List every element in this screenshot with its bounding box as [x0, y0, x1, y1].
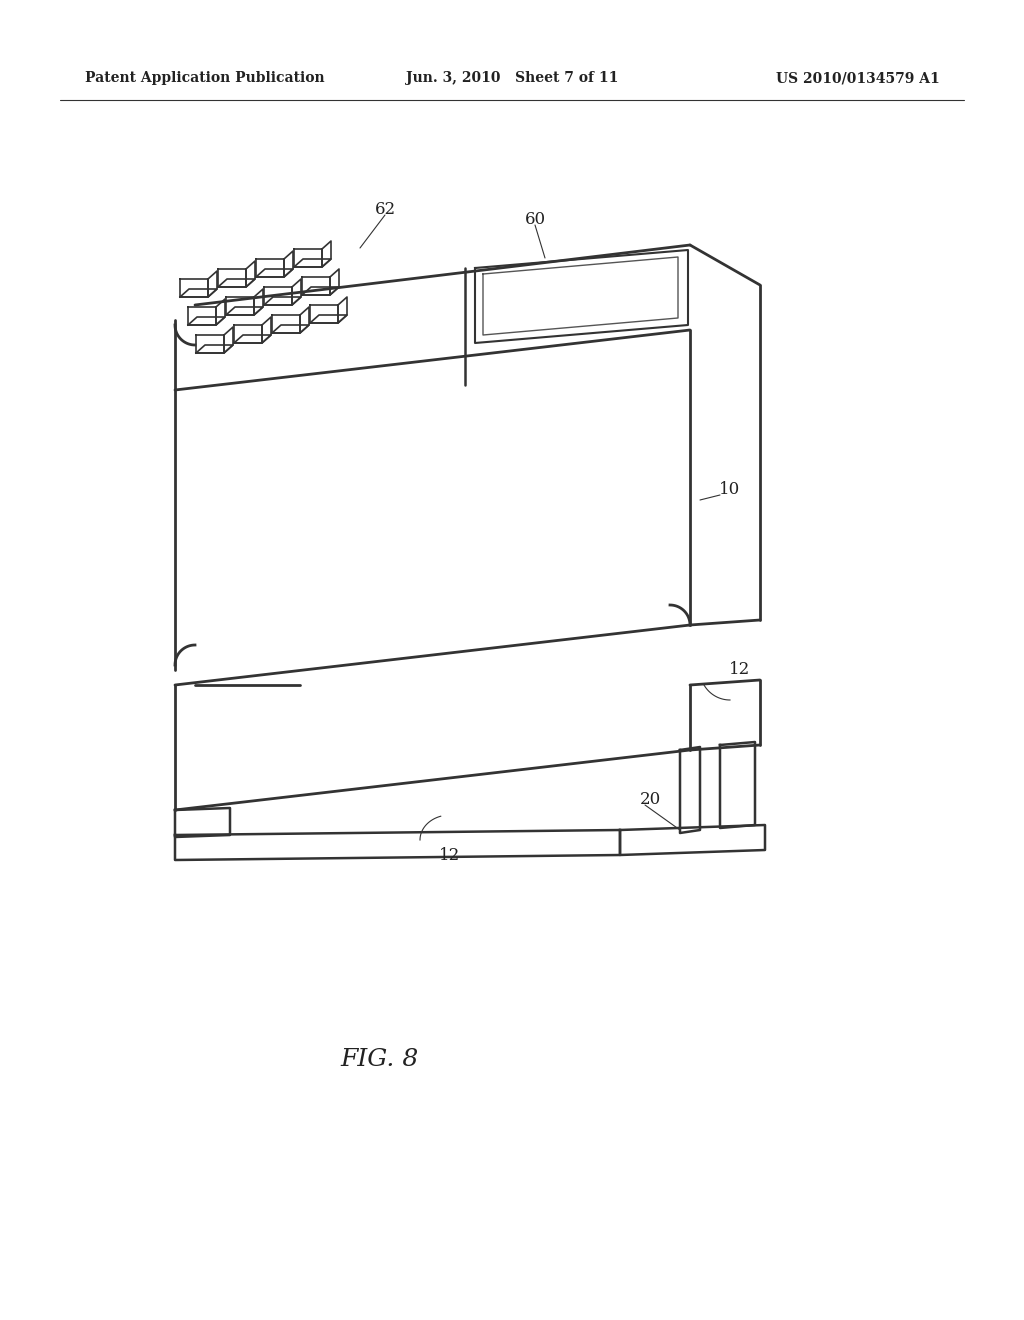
Text: Patent Application Publication: Patent Application Publication	[85, 71, 325, 84]
Text: 20: 20	[639, 792, 660, 808]
Text: 12: 12	[729, 661, 751, 678]
Text: Jun. 3, 2010   Sheet 7 of 11: Jun. 3, 2010 Sheet 7 of 11	[406, 71, 618, 84]
Text: 62: 62	[375, 202, 395, 219]
Text: US 2010/0134579 A1: US 2010/0134579 A1	[776, 71, 940, 84]
Text: 10: 10	[720, 482, 740, 499]
Text: 12: 12	[439, 846, 461, 863]
Text: FIG. 8: FIG. 8	[341, 1048, 419, 1072]
Text: 60: 60	[524, 211, 546, 228]
